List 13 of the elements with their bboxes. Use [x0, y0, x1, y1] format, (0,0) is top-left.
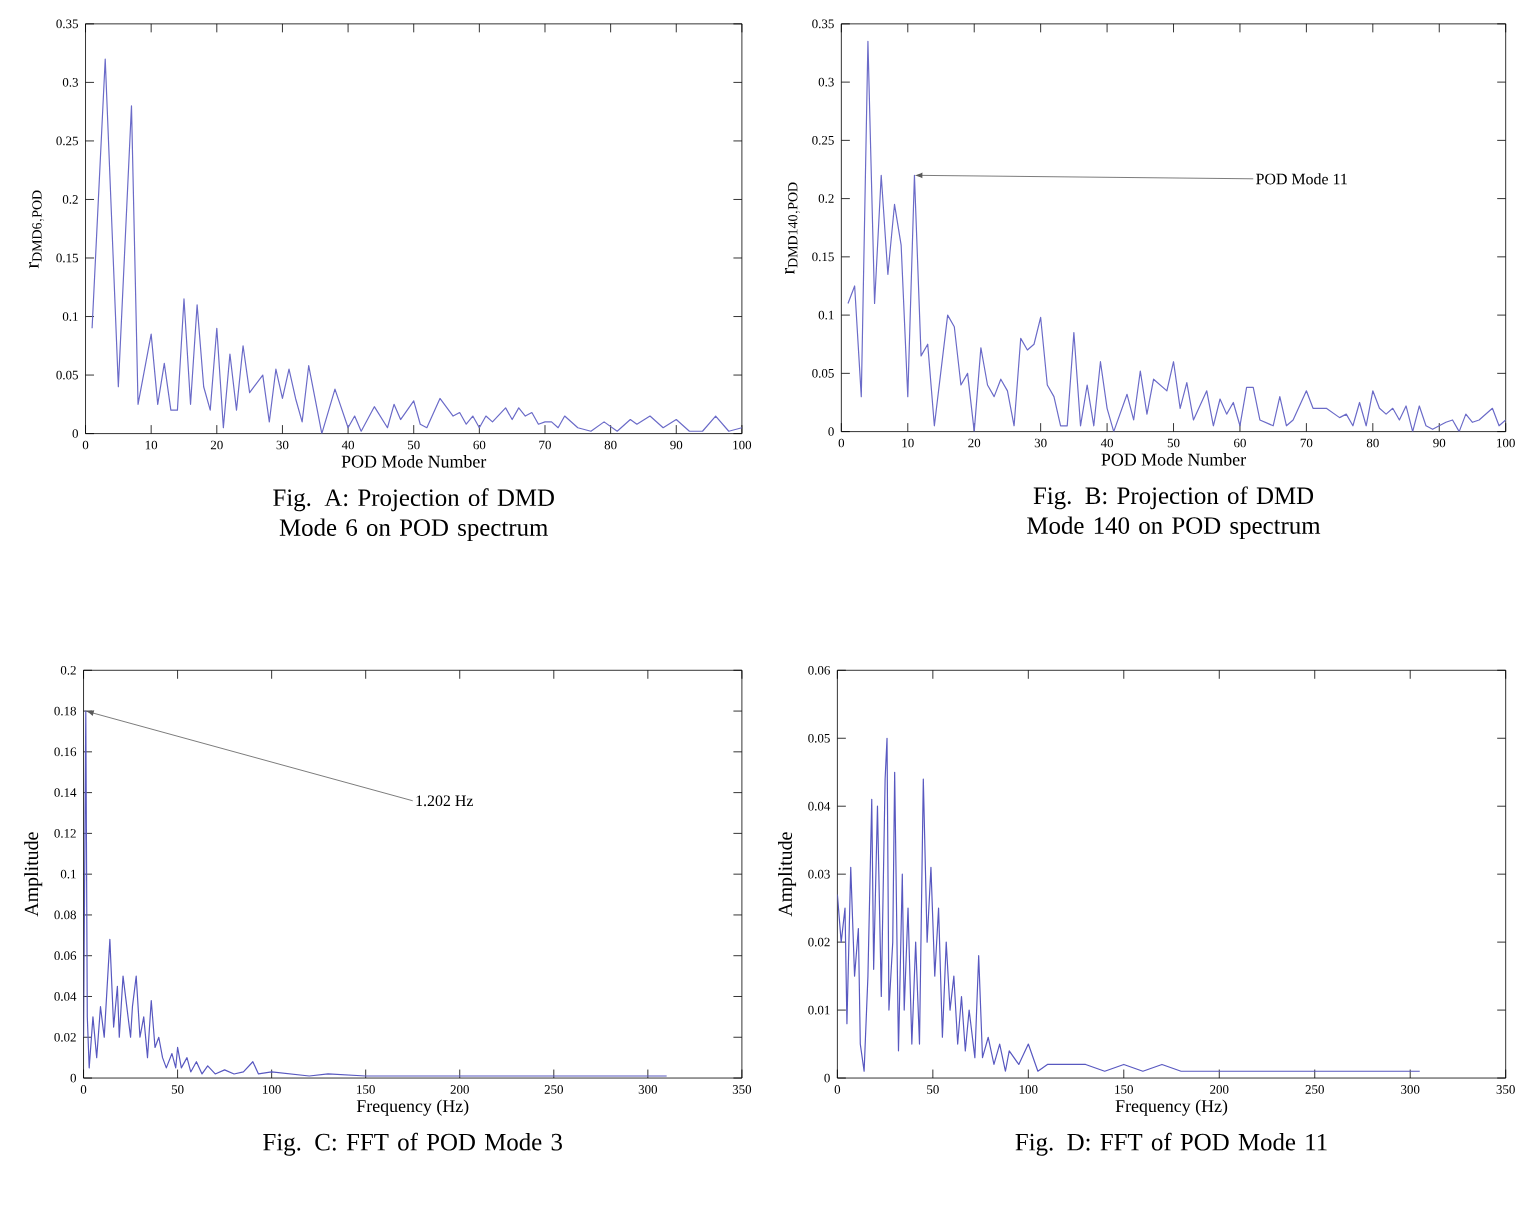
y-axis-title: $\mathrm{Amplitude}$ [24, 832, 43, 917]
text: Fig. B: Projection of DMD Mode 140 on POD spectrum [1027, 486, 1321, 540]
text: Fig. D: FFT of POD Mode 11 [1015, 1133, 1327, 1157]
y-axis-title: $\mathrm{r}_{\mathrm{DMD6,POD}}$ [29, 190, 45, 269]
text: Fig. C: FFT of POD Mode 3 [263, 1133, 562, 1157]
text: Fig. A: Projection of DMD Mode 6 on POD spectrum [273, 488, 554, 542]
x-axis-title: Frequency (Hz) [1115, 1099, 1228, 1117]
x-axis-title: POD Mode Number [341, 455, 487, 468]
y-axis-title: $\mathrm{r}_{\mathrm{DMD140,POD}}$ [784, 182, 801, 275]
x-axis-title: POD Mode Number [1101, 453, 1246, 467]
y-axis-title: $\mathrm{Amplitude}$ [778, 832, 797, 917]
line-series [91, 58, 742, 434]
x-axis-title: Frequency (Hz) [356, 1099, 469, 1117]
